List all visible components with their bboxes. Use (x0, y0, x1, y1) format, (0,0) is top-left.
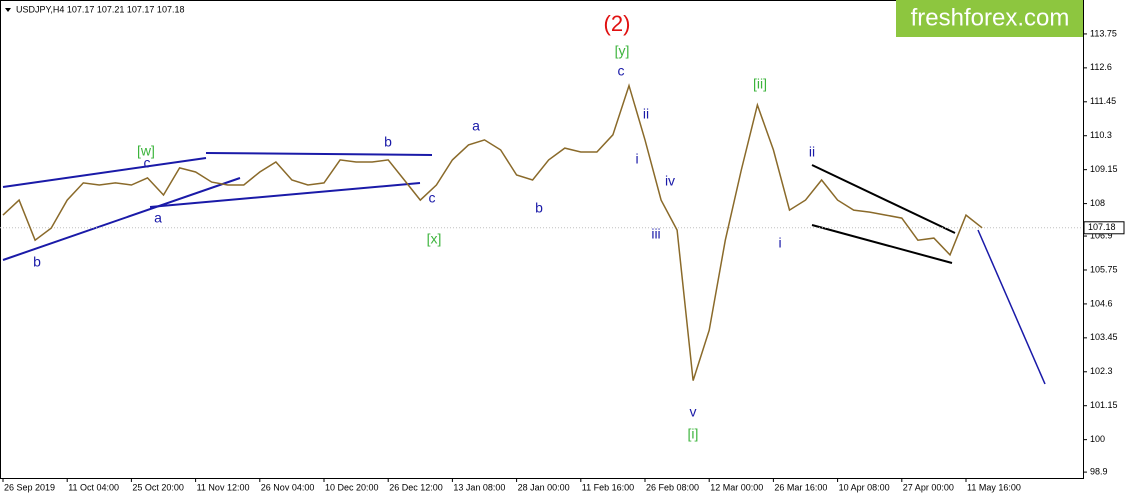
y-tick-label: 111.45 (1090, 96, 1116, 106)
wave-label: c (144, 155, 151, 171)
y-tick-label: 103.45 (1090, 332, 1118, 342)
wave-label: iii (651, 226, 660, 242)
x-tick-label: 12 Mar 00:00 (710, 482, 763, 492)
y-tick-label: 109.15 (1090, 164, 1118, 174)
wave-label: ii (643, 106, 649, 122)
x-tick-label: 26 Sep 2019 (4, 482, 55, 492)
current-price-label: 107.18 (1088, 222, 1116, 232)
wave-label: i (635, 151, 638, 167)
wave-label: a (472, 118, 480, 134)
x-tick-label: 28 Jan 00:00 (518, 482, 570, 492)
wave-label: [x] (427, 231, 442, 247)
wave-label: ii (809, 144, 815, 160)
wave-label: (2) (604, 11, 631, 36)
logo-box (896, 0, 1083, 37)
wave-label: b (33, 254, 41, 270)
wave-label: b (535, 200, 543, 216)
x-tick-label: 26 Nov 04:00 (261, 482, 315, 492)
symbol-header: USDJPY,H4 107.17 107.21 107.17 107.18 (16, 4, 184, 14)
current-price-box (1083, 221, 1125, 235)
plot-frame (0, 0, 1084, 479)
wave-label: b (384, 134, 392, 150)
x-tick-label: 26 Dec 12:00 (389, 482, 443, 492)
wave-label: [ii] (753, 76, 767, 92)
wave-label: c (618, 63, 625, 79)
x-tick-label: 10 Apr 08:00 (839, 482, 890, 492)
x-tick-label: 25 Oct 20:00 (132, 482, 184, 492)
trend-lines (2, 152, 433, 261)
y-tick-label: 110.3 (1090, 130, 1112, 140)
wave-label: [y] (615, 43, 630, 59)
x-tick-label: 11 Feb 16:00 (582, 482, 634, 492)
y-tick-label: 101.15 (1090, 400, 1118, 410)
y-tick-label: 98.9 (1090, 466, 1108, 476)
x-tick-label: 26 Mar 16:00 (774, 482, 827, 492)
wave-label: c (429, 190, 436, 206)
logo: freshforex.com (911, 4, 1070, 31)
y-tick-label: 112.6 (1090, 62, 1112, 72)
y-tick-label: 102.3 (1090, 366, 1113, 376)
y-tick-label: 100 (1090, 434, 1105, 444)
x-tick-label: 27 Apr 00:00 (903, 482, 954, 492)
wave-label: [i] (688, 426, 699, 442)
x-tick-label: 26 Feb 08:00 (646, 482, 699, 492)
x-tick-label: 11 Oct 04:00 (68, 482, 119, 492)
x-tick-label: 10 Dec 20:00 (325, 482, 379, 492)
wave-label: iv (665, 173, 675, 189)
projection (977, 229, 1046, 385)
menu-arrow (5, 8, 11, 12)
x-tick-label: 13 Jan 08:00 (453, 482, 505, 492)
wave-label: v (690, 404, 697, 420)
y-tick-label: 106.9 (1090, 230, 1113, 240)
price-line (2, 83, 983, 381)
wave-label: a (154, 210, 162, 226)
y-tick-label: 108 (1090, 198, 1105, 208)
wave-label: [w] (137, 143, 155, 159)
y-tick-label: 104.6 (1090, 298, 1113, 308)
x-tick-label: 11 Nov 12:00 (197, 482, 250, 492)
y-tick-label: 113.75 (1090, 28, 1117, 38)
x-tick-label: 11 May 16:00 (967, 482, 1021, 492)
wave-label: i (778, 235, 781, 251)
wedge-lines (811, 164, 956, 264)
y-tick-label: 105.75 (1090, 264, 1118, 274)
